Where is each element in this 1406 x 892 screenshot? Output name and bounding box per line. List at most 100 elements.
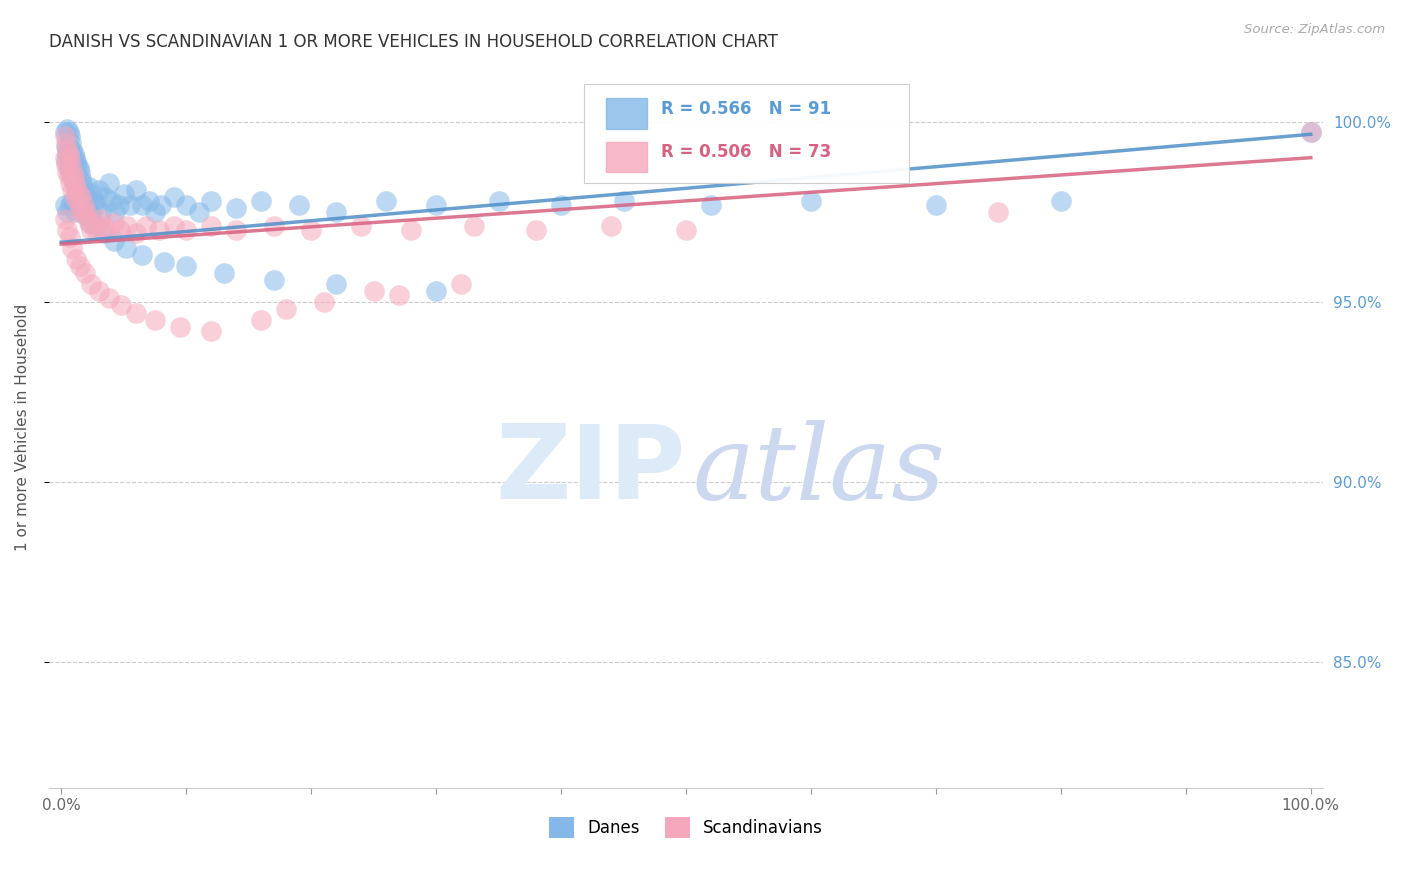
Point (80, 277, 103, 291)
Point (125, 183, 148, 197)
Point (103, 215, 125, 229)
Point (93, 227, 115, 241)
Point (89, 211, 111, 226)
Point (104, 204, 127, 219)
Point (60, 158, 83, 172)
Point (70, 172, 93, 186)
FancyBboxPatch shape (583, 84, 910, 183)
Point (1299, 126, 1322, 140)
Point (388, 287, 411, 301)
Point (250, 312, 273, 326)
Point (72, 204, 94, 219)
Point (63, 151, 86, 165)
Point (600, 219, 623, 233)
Point (287, 197, 309, 211)
Point (58, 140, 80, 154)
Text: R = 0.506   N = 73: R = 0.506 N = 73 (661, 143, 831, 161)
Point (84, 197, 107, 211)
Point (62, 147, 84, 161)
Point (62, 169, 84, 183)
Point (112, 186, 135, 201)
Point (59, 151, 82, 165)
Point (1299, 126, 1322, 140)
Point (63, 176, 86, 190)
Point (56, 147, 79, 161)
Point (110, 298, 132, 312)
Point (84, 219, 107, 233)
Point (80, 208, 103, 222)
Point (325, 277, 347, 291)
Point (87, 284, 110, 298)
Point (67, 186, 90, 201)
Point (375, 194, 398, 208)
Point (115, 241, 138, 255)
Point (65, 154, 87, 169)
Point (225, 223, 247, 237)
Point (55, 158, 77, 172)
Point (59, 154, 82, 169)
Point (800, 194, 823, 208)
Point (97, 223, 120, 237)
Point (69, 201, 91, 215)
Point (63, 190, 86, 204)
Point (77, 179, 100, 194)
Point (450, 277, 472, 291)
Point (72, 176, 94, 190)
Point (83, 215, 105, 229)
Point (675, 223, 697, 237)
Text: DANISH VS SCANDINAVIAN 1 OR MORE VEHICLES IN HOUSEHOLD CORRELATION CHART: DANISH VS SCANDINAVIAN 1 OR MORE VEHICLE… (49, 33, 778, 51)
Point (174, 259, 197, 273)
Point (77, 215, 100, 229)
Point (53, 151, 76, 165)
Point (524, 223, 547, 237)
Point (63, 176, 86, 190)
Point (987, 204, 1010, 219)
Text: R = 0.566   N = 91: R = 0.566 N = 91 (661, 100, 831, 119)
Point (150, 197, 173, 211)
Point (53, 211, 76, 226)
Point (925, 197, 948, 211)
Point (62, 183, 84, 197)
Point (70, 201, 93, 215)
Point (163, 190, 186, 204)
Point (66, 197, 89, 211)
Point (73, 197, 96, 211)
Point (62, 144, 84, 158)
Point (58, 161, 80, 176)
Point (87, 183, 110, 197)
Point (79, 204, 101, 219)
Point (65, 179, 87, 194)
Text: ZIP: ZIP (496, 420, 686, 522)
Point (200, 324, 222, 338)
Point (62, 241, 84, 255)
Point (1050, 194, 1073, 208)
Point (58, 147, 80, 161)
Point (62, 172, 84, 186)
Point (138, 194, 160, 208)
Point (131, 197, 153, 211)
Point (117, 219, 139, 233)
Point (60, 161, 83, 176)
Point (97, 291, 120, 305)
Point (312, 294, 335, 309)
Legend: Danes, Scandinavians: Danes, Scandinavians (543, 811, 830, 845)
Point (80, 223, 103, 237)
Point (200, 219, 222, 233)
Point (55, 136, 77, 151)
Point (83, 194, 105, 208)
Point (70, 190, 93, 204)
Point (75, 194, 97, 208)
Point (55, 154, 77, 169)
Point (56, 144, 79, 158)
Point (84, 223, 107, 237)
Point (62, 194, 84, 208)
Point (69, 190, 91, 204)
Point (56, 165, 79, 179)
Point (53, 129, 76, 144)
Point (58, 169, 80, 183)
Point (152, 255, 174, 269)
Point (143, 204, 166, 219)
Point (59, 129, 82, 144)
Point (425, 284, 447, 298)
Point (76, 201, 98, 215)
